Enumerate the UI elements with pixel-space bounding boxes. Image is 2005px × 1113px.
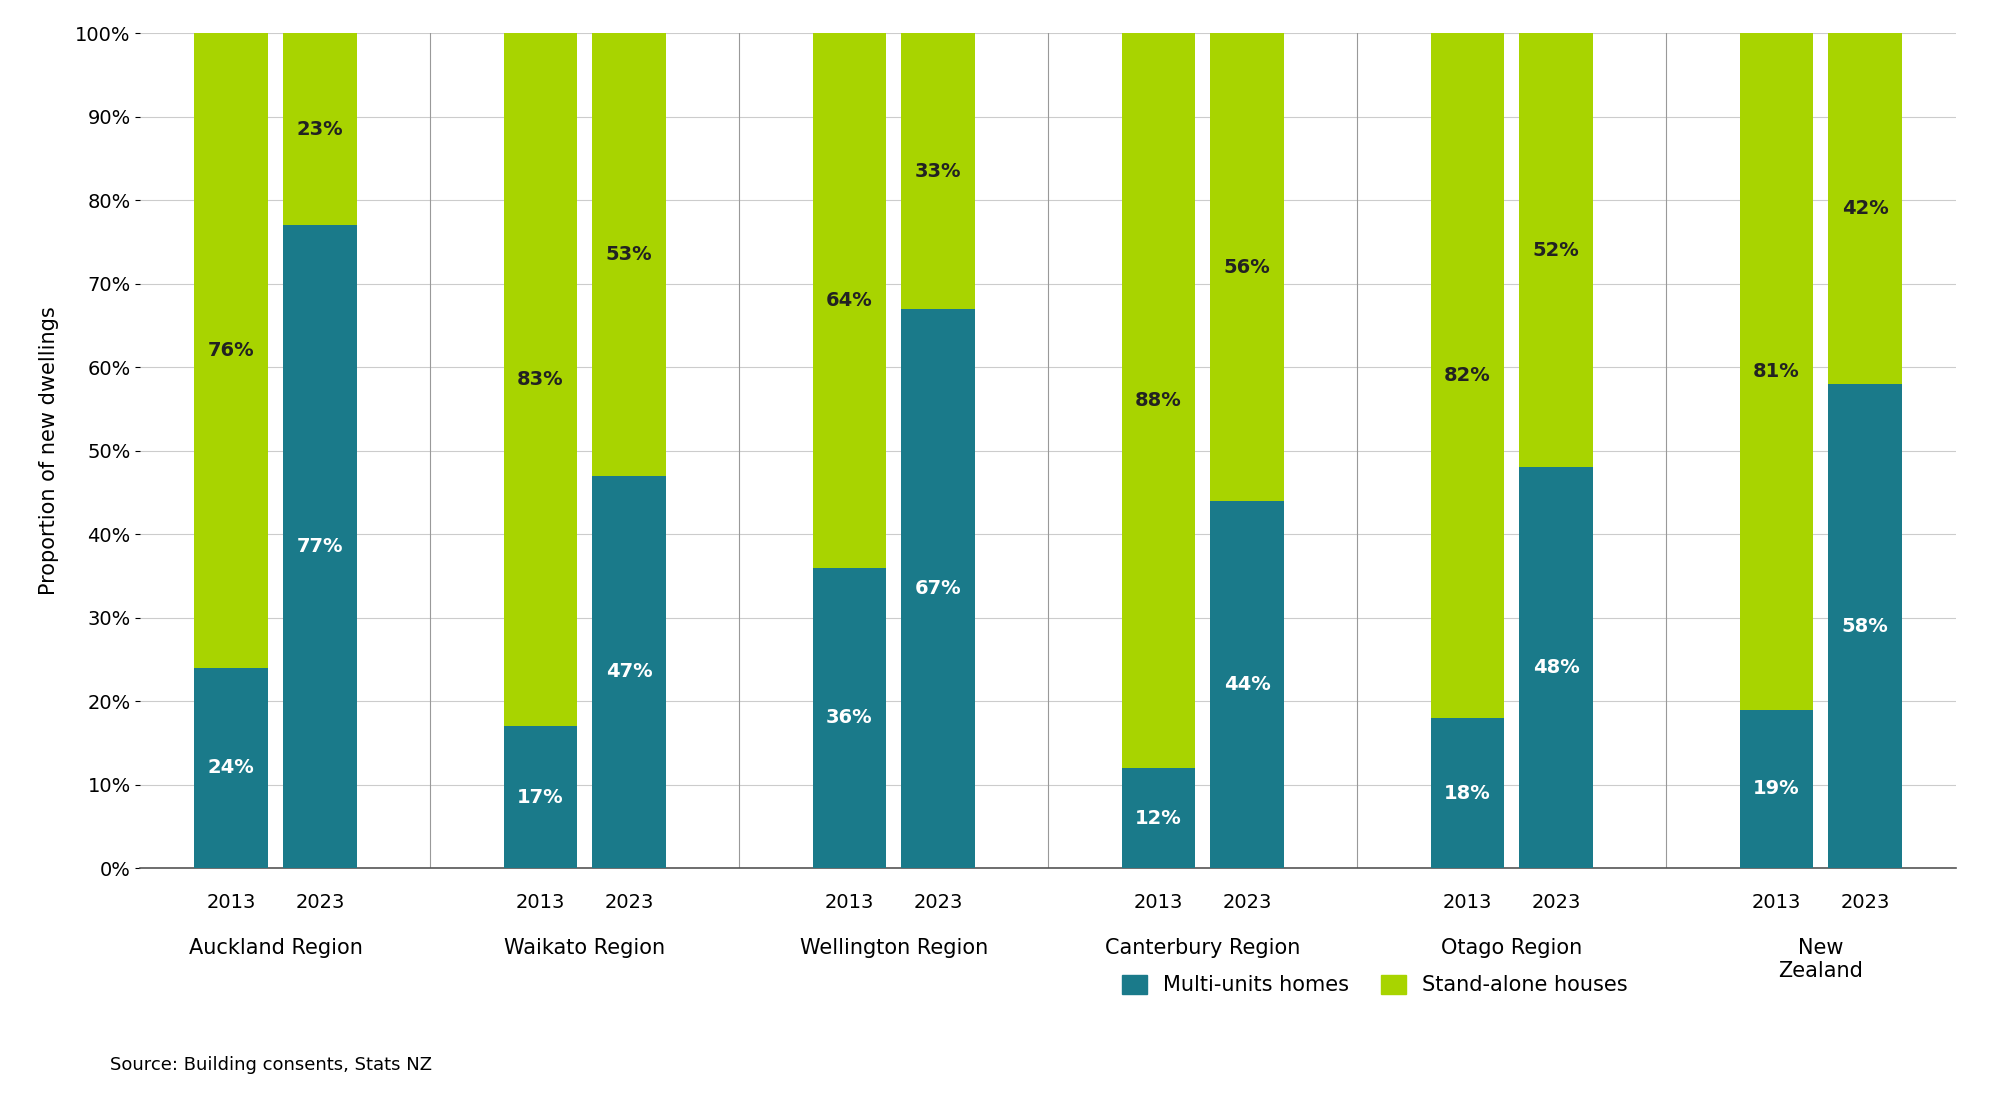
Text: 2013: 2013 [1750,893,1800,913]
Text: Otago Region: Otago Region [1440,937,1582,957]
Bar [1209,33,1283,501]
Y-axis label: Proportion of new dwellings: Proportion of new dwellings [38,306,58,595]
Bar [503,727,577,868]
Text: 81%: 81% [1752,362,1798,381]
Text: 44%: 44% [1223,674,1269,695]
Text: 52%: 52% [1532,240,1578,260]
Text: 2013: 2013 [207,893,257,913]
Text: 56%: 56% [1223,257,1269,277]
Bar [812,33,886,568]
Text: Wellington Region: Wellington Region [800,937,986,957]
Text: 58%: 58% [1841,617,1887,636]
Bar [1738,33,1813,710]
Text: 24%: 24% [209,758,255,778]
Text: 76%: 76% [209,341,255,361]
Text: 23%: 23% [297,120,343,139]
Text: 2023: 2023 [912,893,962,913]
Text: Auckland Region: Auckland Region [188,937,363,957]
Text: 19%: 19% [1752,779,1798,798]
Text: 53%: 53% [606,245,652,264]
Bar [283,33,357,225]
Bar [1738,710,1813,868]
Bar [1518,33,1592,467]
Text: 17%: 17% [517,788,563,807]
Text: 2013: 2013 [1442,893,1492,913]
Bar [591,476,666,868]
Bar [591,33,666,476]
Bar [194,668,269,868]
Text: New
Zealand: New Zealand [1776,937,1863,981]
Bar [1827,33,1901,384]
Text: 83%: 83% [517,371,563,390]
Bar [1827,384,1901,868]
Text: Canterbury Region: Canterbury Region [1105,937,1299,957]
Bar [900,33,974,309]
Bar [283,225,357,868]
Text: 67%: 67% [914,579,960,598]
Text: 12%: 12% [1135,808,1181,828]
Text: 64%: 64% [826,290,872,311]
Text: 82%: 82% [1444,366,1490,385]
Bar [503,33,577,727]
Text: 77%: 77% [297,538,343,556]
Text: 2023: 2023 [1839,893,1889,913]
Text: 2013: 2013 [515,893,565,913]
Bar [1121,768,1195,868]
Bar [812,568,886,868]
Bar [1518,467,1592,868]
Text: 48%: 48% [1532,658,1578,678]
Legend: Multi-units homes, Stand-alone houses: Multi-units homes, Stand-alone houses [1113,967,1636,1004]
Text: 2023: 2023 [1221,893,1271,913]
Text: 88%: 88% [1135,391,1181,411]
Text: 2013: 2013 [1133,893,1183,913]
Text: 2013: 2013 [824,893,874,913]
Bar [900,309,974,868]
Text: Waikato Region: Waikato Region [503,937,666,957]
Bar [1121,33,1195,768]
Bar [194,33,269,668]
Text: 33%: 33% [914,161,960,180]
Bar [1430,718,1504,868]
Text: 2023: 2023 [604,893,654,913]
Text: 2023: 2023 [1530,893,1580,913]
Bar [1209,501,1283,868]
Text: 2023: 2023 [295,893,345,913]
Bar [1430,33,1504,718]
Text: 47%: 47% [606,662,652,681]
Text: Source: Building consents, Stats NZ: Source: Building consents, Stats NZ [110,1056,433,1074]
Text: 42%: 42% [1841,199,1887,218]
Text: 36%: 36% [826,708,872,728]
Text: 18%: 18% [1444,784,1490,802]
